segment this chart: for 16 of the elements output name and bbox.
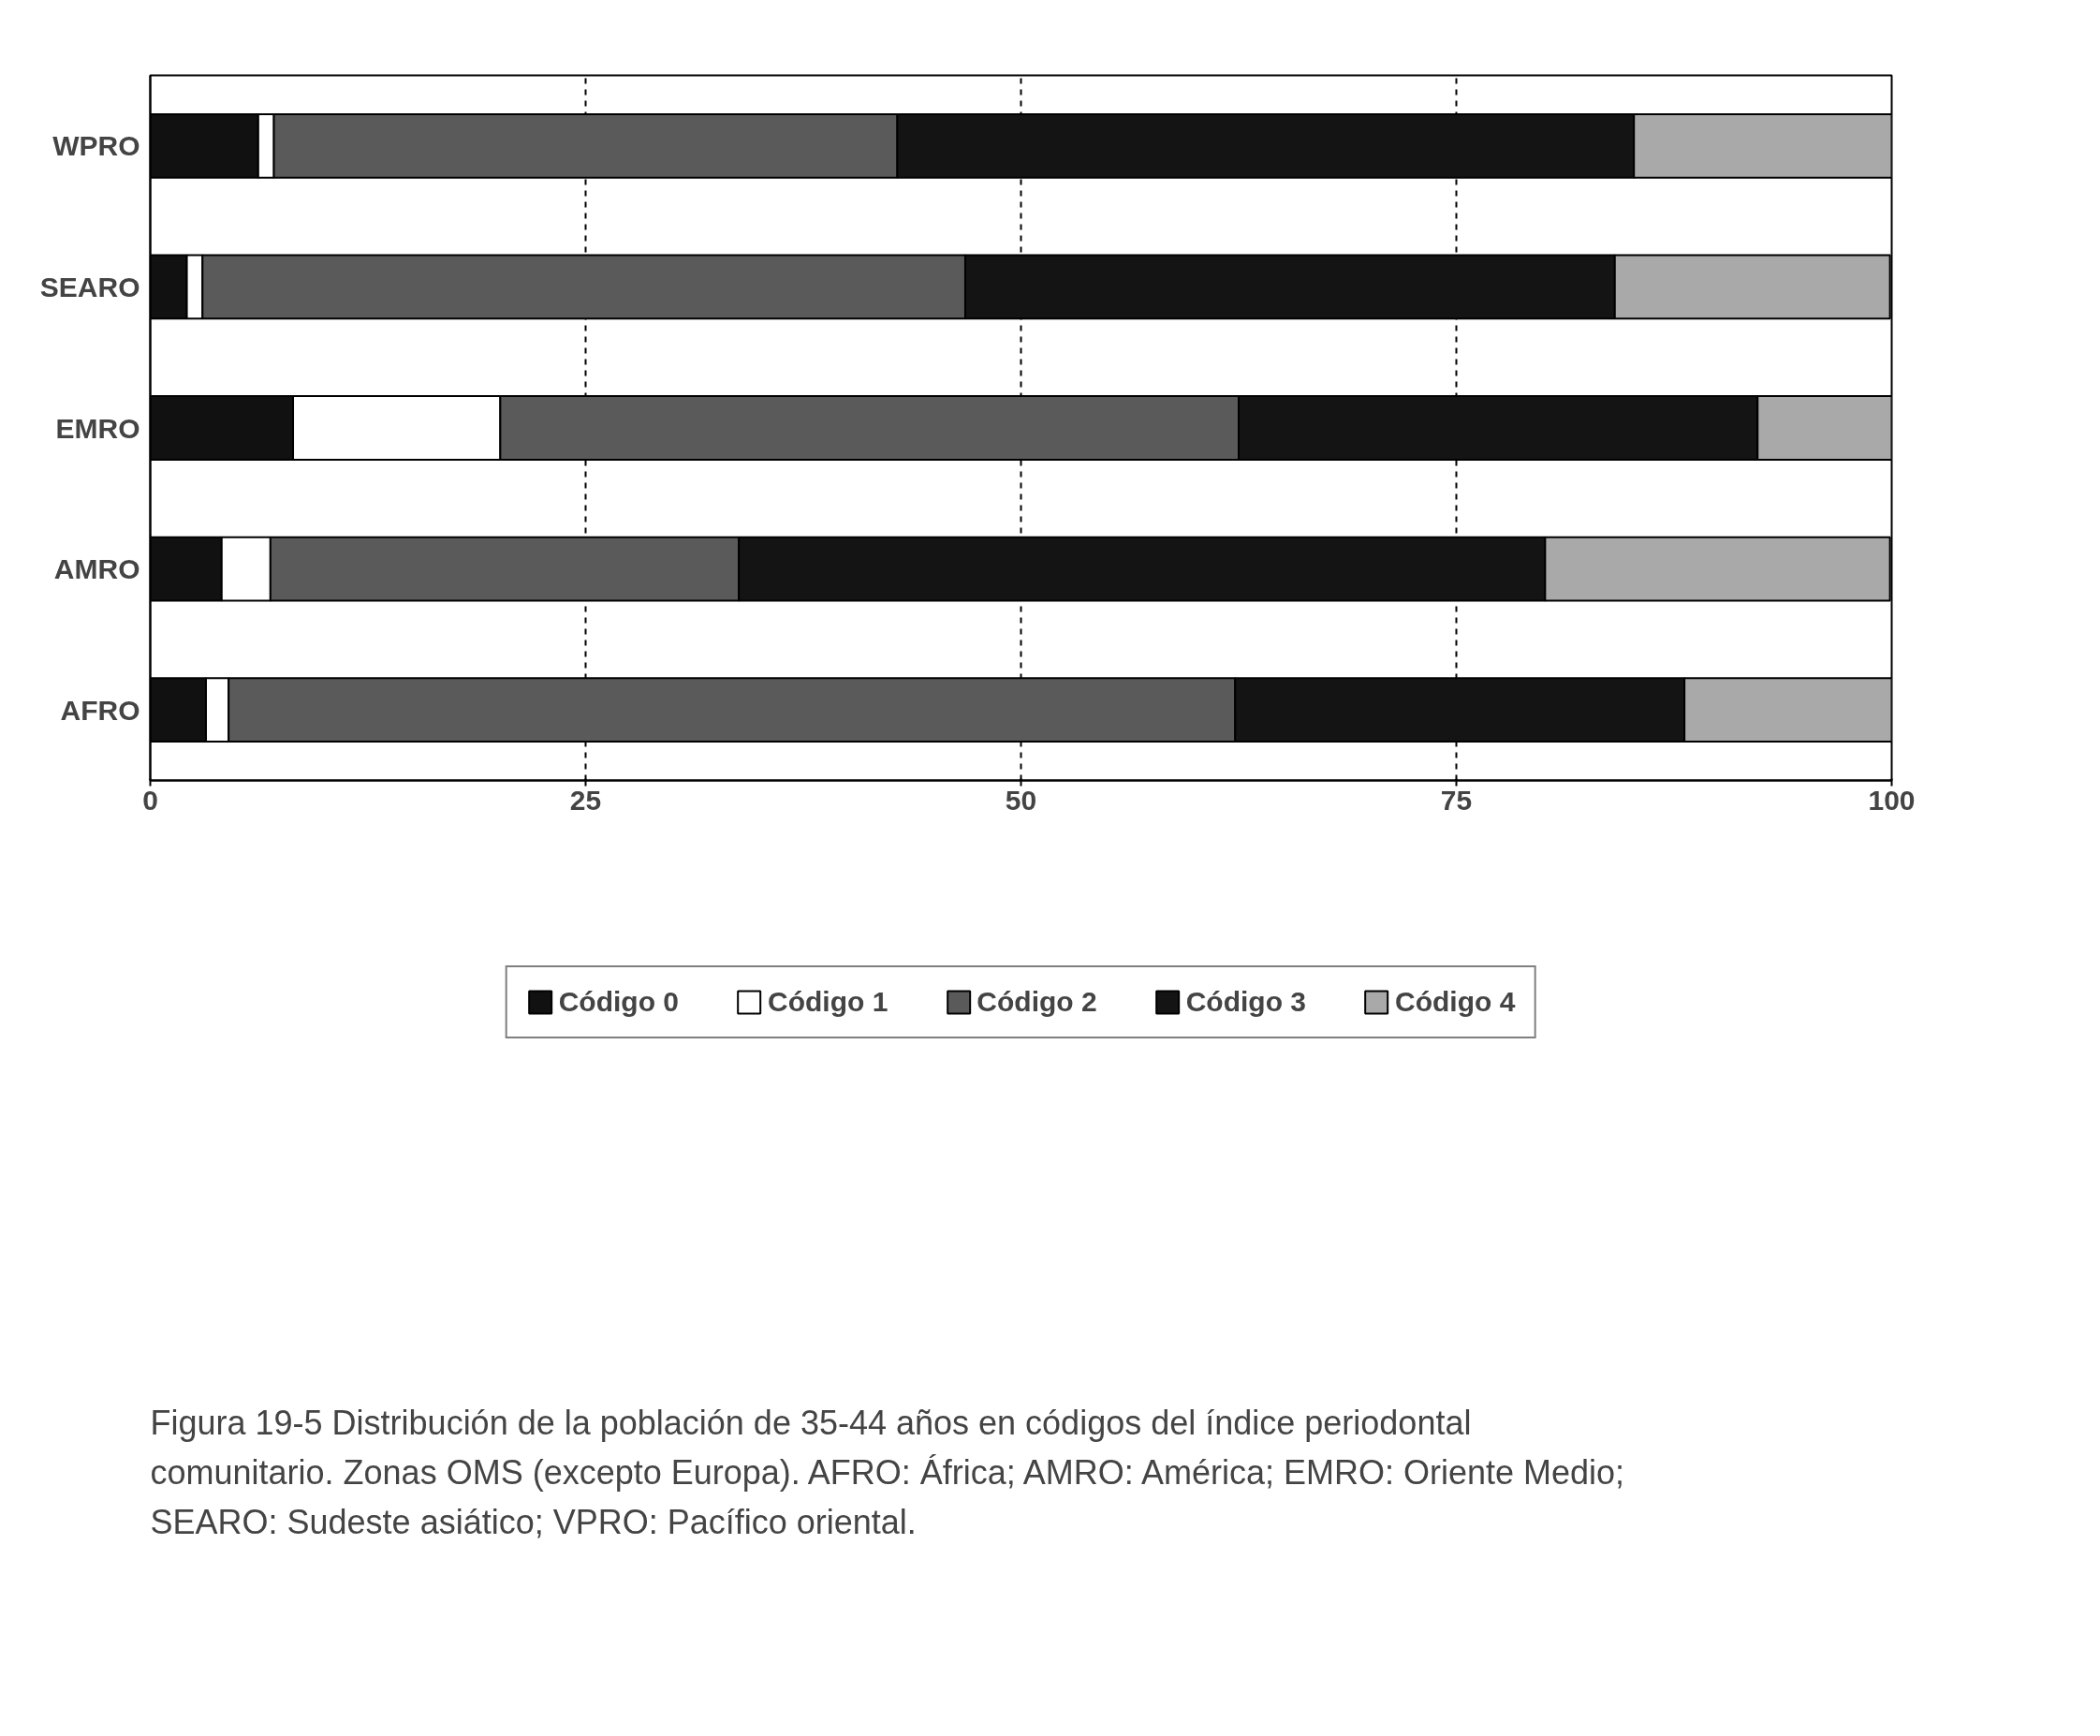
x-tick-label: 50: [1005, 784, 1037, 816]
x-tick-label: 75: [1440, 784, 1473, 816]
x-tick-label: 100: [1868, 784, 1916, 816]
y-tick-label: AMRO: [53, 553, 140, 585]
legend-label: Código 1: [768, 985, 888, 1018]
y-tick-label: SEARO: [39, 271, 140, 302]
y-tick-label: WPRO: [52, 130, 140, 162]
x-tick-label: 0: [142, 784, 158, 816]
y-tick-label: EMRO: [55, 412, 140, 444]
legend-label: Código 2: [977, 985, 1097, 1018]
text: Figura 19-5 Distribución de la población de 35-44 años en códigos del índice periodontal comunitario. Zonas OMS (excepto Europa). AFRO: África; AMRO: América; EMRO: Oriente Medio; SEARO: Sudeste asiático; VPRO: Pacífico oriental.: [150, 1403, 1625, 1541]
legend-label: Código 4: [1394, 985, 1516, 1018]
x-tick-label: 25: [569, 784, 602, 816]
y-tick-label: AFRO: [60, 694, 140, 726]
legend-label: Código 3: [1185, 985, 1306, 1018]
legend-label: Código 0: [558, 985, 680, 1018]
